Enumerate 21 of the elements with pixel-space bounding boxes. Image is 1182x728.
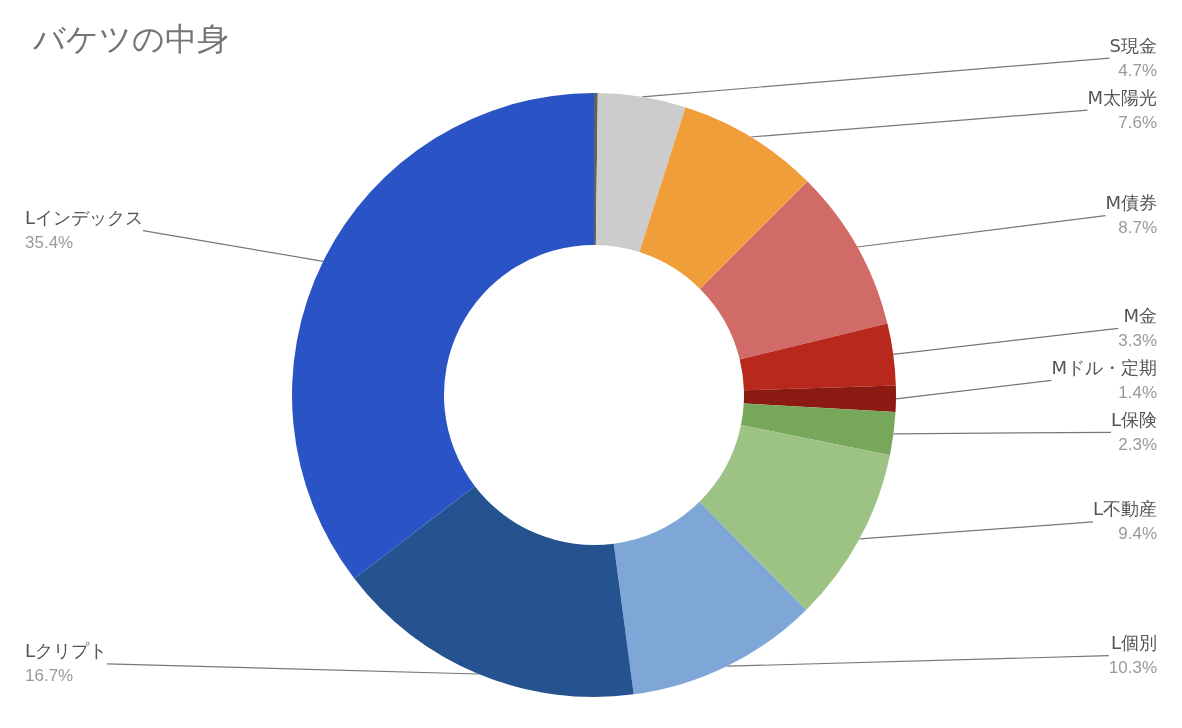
slice-label: M金 (1123, 304, 1157, 326)
slice-label: L保険 (1110, 408, 1157, 430)
data-label: 8.7% (1118, 218, 1157, 238)
slice-label: Lインデックス (25, 207, 144, 229)
slice-label: L不動産 (1092, 498, 1157, 520)
data-label: 10.3% (1108, 658, 1157, 678)
data-label: 1.4% (1118, 382, 1157, 402)
data-label: 7.6% (1118, 112, 1157, 132)
data-label: 3.3% (1118, 330, 1157, 350)
data-label: 2.3% (1118, 434, 1157, 454)
data-label: 16.7% (25, 666, 74, 686)
data-label: 35.4% (25, 233, 74, 253)
data-label: 4.7% (1118, 60, 1157, 80)
chart-title: バケツの中身 (32, 20, 229, 58)
slice-label: Mドル・定期 (1051, 356, 1157, 378)
slice-label: L個別 (1110, 632, 1157, 654)
slice-label: Lクリプト (25, 640, 108, 662)
slice-label: M債券 (1105, 192, 1157, 214)
slice-label: S現金 (1109, 34, 1157, 56)
slice-label: M太陽光 (1087, 86, 1157, 108)
data-label: 9.4% (1118, 524, 1157, 544)
